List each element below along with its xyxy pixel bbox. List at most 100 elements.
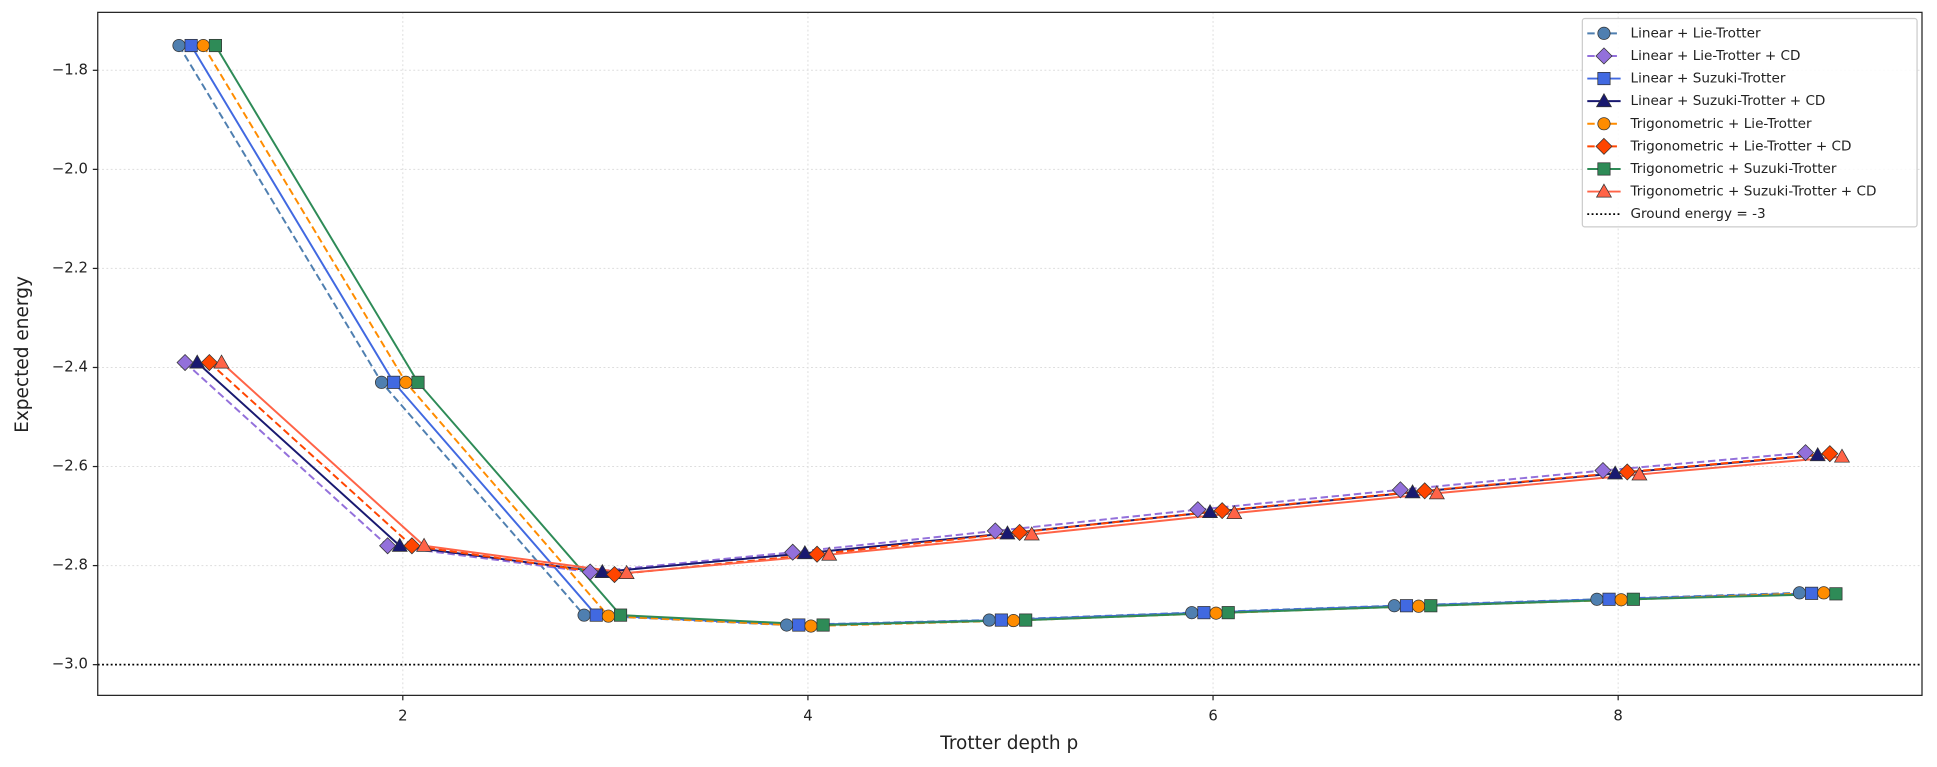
x-tick-label: 4: [803, 707, 812, 724]
marker: [1011, 523, 1029, 541]
x-axis-label: Trotter depth p: [939, 733, 1078, 754]
marker: [1416, 482, 1434, 500]
marker: [780, 618, 794, 632]
legend-box: [1581, 17, 1918, 228]
series-line: [208, 361, 1830, 576]
series-line: [196, 361, 1818, 574]
marker: [1023, 526, 1040, 541]
legend-label: Trigonometric + Lie-Trotter: [1630, 116, 1812, 132]
marker: [1213, 502, 1231, 520]
plot-frame: [97, 11, 1923, 696]
marker: [1595, 92, 1613, 108]
marker: [982, 613, 996, 627]
legend-label: Linear + Suzuki-Trotter: [1631, 71, 1786, 87]
marker: [391, 537, 408, 552]
marker: [1597, 117, 1611, 131]
marker: [184, 38, 198, 53]
marker: [1805, 586, 1819, 600]
marker: [1597, 162, 1611, 176]
marker: [416, 537, 433, 552]
marker: [399, 375, 413, 389]
marker: [176, 353, 194, 372]
marker: [411, 375, 425, 389]
y-tick-label: −2.0: [52, 160, 88, 177]
marker: [1019, 613, 1033, 627]
marker: [1391, 481, 1409, 499]
legend-label: Trigonometric + Lie-Trotter + CD: [1630, 138, 1852, 154]
marker: [1201, 503, 1219, 519]
marker: [1614, 593, 1628, 607]
marker: [986, 522, 1004, 540]
marker: [189, 354, 206, 369]
legend: Linear + Lie-Trotter Linear + Lie-Trotter…: [1581, 17, 1918, 228]
y-tick-label: −2.6: [52, 458, 88, 475]
marker: [379, 537, 397, 555]
marker: [1399, 599, 1414, 613]
marker: [594, 563, 611, 578]
marker: [808, 545, 826, 563]
marker: [1590, 592, 1604, 606]
x-tick-label: 6: [1208, 707, 1217, 724]
marker: [1197, 606, 1211, 620]
marker: [784, 543, 802, 561]
marker: [614, 608, 628, 622]
marker: [1792, 586, 1806, 600]
marker: [374, 375, 389, 389]
marker: [1607, 465, 1624, 480]
marker: [618, 564, 635, 579]
marker: [1424, 599, 1438, 613]
marker: [577, 608, 591, 622]
legend-label: Linear + Lie-Trotter: [1631, 25, 1761, 41]
marker: [816, 618, 830, 632]
legend-label: Linear + Suzuki-Trotter + CD: [1631, 93, 1826, 109]
marker: [1387, 599, 1401, 613]
marker: [1597, 72, 1611, 86]
marker: [1595, 137, 1613, 155]
marker: [1821, 445, 1839, 463]
marker: [1796, 444, 1815, 462]
x-tick-label: 8: [1613, 707, 1622, 724]
y-tick-label: −2.2: [52, 259, 88, 276]
marker: [1594, 461, 1612, 480]
marker: [1631, 466, 1648, 481]
marker: [1809, 446, 1826, 462]
marker: [821, 546, 838, 561]
marker: [1226, 504, 1243, 520]
marker: [589, 608, 603, 622]
y-axis-label: Expected energy: [12, 276, 33, 433]
marker: [1618, 463, 1636, 481]
y-tick-label: −3.0: [52, 656, 88, 673]
marker: [792, 618, 806, 632]
marker: [601, 609, 615, 623]
marker: [1412, 599, 1426, 613]
marker: [1595, 183, 1613, 198]
marker: [1428, 485, 1445, 500]
marker: [581, 563, 599, 581]
y-tick-label: −1.8: [52, 61, 88, 78]
marker: [1833, 448, 1851, 463]
marker: [213, 354, 230, 369]
marker: [1829, 587, 1843, 601]
legend-label: Linear + Lie-Trotter + CD: [1631, 48, 1801, 64]
y-tick-label: −2.8: [52, 557, 88, 574]
marker: [1602, 592, 1616, 606]
marker: [1595, 47, 1613, 65]
marker: [1817, 586, 1831, 600]
marker: [1006, 614, 1021, 628]
marker: [1209, 606, 1223, 620]
marker: [200, 353, 218, 372]
marker: [387, 375, 401, 389]
marker: [1597, 26, 1611, 40]
marker: [1221, 606, 1235, 620]
marker: [1185, 606, 1199, 620]
marker: [1189, 501, 1207, 519]
marker: [196, 38, 210, 53]
legend-label: Ground energy = -3: [1631, 206, 1766, 222]
marker: [403, 537, 421, 555]
marker: [804, 619, 818, 633]
marker: [605, 565, 624, 584]
marker: [172, 38, 186, 53]
marker: [796, 545, 813, 560]
